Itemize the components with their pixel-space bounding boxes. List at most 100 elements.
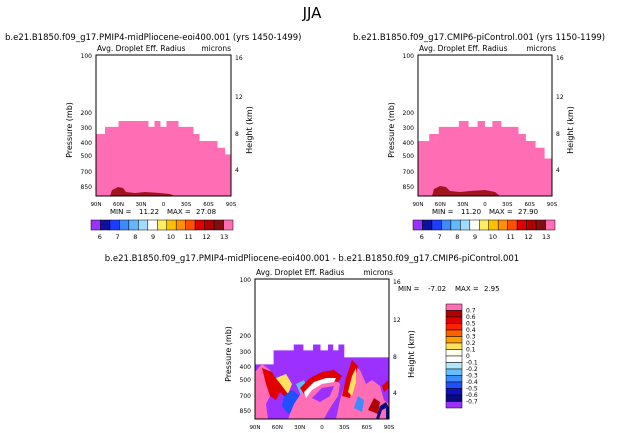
- panel-1-low-cloud-band: [110, 187, 175, 196]
- panel-2-ytick-300: 300: [403, 125, 415, 132]
- panel-2-ylabel-right: Height (km): [566, 106, 575, 154]
- panel-3-rtick-16: 16: [393, 279, 401, 286]
- panel-2-xtick-30s: 30S: [502, 202, 513, 208]
- panel-2-colorbar-swatch: [422, 219, 433, 231]
- panel-2-max-value: 27.90: [518, 208, 538, 216]
- panel-3-colorbar-swatch: [445, 368, 463, 376]
- panel-2-colorbar-swatch: [441, 219, 452, 231]
- panel-2-colorbar-swatch: [526, 219, 537, 231]
- panel-3-y-ticks-right: 16 12 8 4: [393, 279, 401, 397]
- panel-1-title: b.e21.B1850.f09_g17.PMIP4-midPliocene-eo…: [5, 33, 301, 43]
- panel-1-colorbar-tick: 6: [98, 233, 102, 241]
- panel-2-rtick-8: 8: [556, 131, 560, 138]
- panel-3-colorbar-swatch: [445, 349, 463, 357]
- panel-3-anomaly-red-sh: [342, 360, 358, 398]
- panel-2-rtick-16: 16: [556, 55, 564, 62]
- panel-3-anomaly-red-sh-top: [382, 380, 389, 392]
- panel-1-xtick-60s: 60S: [203, 202, 214, 208]
- panel-3-colorbar-tick: 0: [466, 353, 470, 360]
- panel-1-colorbar-swatch: [194, 219, 205, 231]
- panel-1-ytick-300: 300: [81, 125, 93, 132]
- panel-2-colorbar-swatch: [431, 219, 442, 231]
- panel-1-colorbar-swatch: [157, 219, 167, 231]
- panel-1-xtick-60n: 60N: [113, 202, 124, 208]
- panel-3-rtick-12: 12: [393, 317, 401, 324]
- panel-2-rtick-4: 4: [556, 167, 560, 174]
- panel-1-colorbar-swatch: [147, 219, 158, 231]
- panel-1-colorbar-swatch: [90, 219, 101, 231]
- panel-3-colorbar-tick: 0.2: [466, 340, 476, 347]
- panel-2-xtick-30n: 30N: [457, 202, 468, 208]
- panel-3-anomaly-purple-core: [312, 386, 334, 402]
- panel-3-xtick-90n: 90N: [249, 425, 260, 431]
- panel-3-low-level-anomalies: [255, 360, 389, 419]
- panel-3-ytick-300: 300: [240, 349, 252, 356]
- panel-1-colorbar-swatch: [119, 219, 130, 231]
- panel-1-colorbar-swatch: [204, 219, 215, 231]
- panel-3-anomaly-blue-sh: [354, 396, 364, 412]
- panel-3-title: b.e21.B1850.f09_g17.PMIP4-midPliocene-eo…: [105, 254, 519, 264]
- panel-1-colorbar-swatch: [185, 219, 196, 231]
- panel-1-colorbar-swatch: [175, 219, 186, 231]
- panel-2-ytick-700: 700: [403, 169, 415, 176]
- panel-3-anomaly-yellow-nh: [276, 374, 292, 394]
- panel-1-colorbar-tick: 8: [133, 233, 137, 241]
- panel-3-xtick-60s: 60S: [361, 425, 372, 431]
- panel-3-frame: [254, 278, 390, 420]
- panel-1-colorbar-tick: 12: [202, 233, 210, 241]
- panel-2-ytick-850: 850: [403, 184, 415, 191]
- panel-1-y-ticks: 100 200 300 400 500 700 850: [81, 53, 93, 191]
- panel-2-max-label: MAX =: [489, 208, 513, 216]
- panel-1-colorbar-swatch: [100, 219, 111, 231]
- panel-2-colorbar-tick: 12: [524, 233, 532, 241]
- panel-1-colorbar-swatch: [223, 219, 234, 231]
- panel-2-colorbar-swatch: [507, 219, 518, 231]
- panel-2-colorbar-tick: 7: [438, 233, 442, 241]
- panel-1-colorbar-swatch: [213, 219, 224, 231]
- panel-1-rtick-8: 8: [235, 131, 239, 138]
- panel-2-title: b.e21.B1850.f09_g17.CMIP6-piControl.001 …: [353, 33, 605, 43]
- panel-3-colorbar-swatch: [445, 323, 463, 331]
- panel-1-xtick-90s: 90S: [226, 202, 237, 208]
- panel-1-colorbar-tick: 13: [220, 233, 228, 241]
- panel-1-max-value: 27.08: [196, 208, 216, 216]
- panel-3-anomaly-red-band: [300, 370, 342, 394]
- panel-2-colorbar-tick: 8: [455, 233, 459, 241]
- panel-3-max-label: MAX =: [455, 285, 479, 293]
- panel-1-frame: [95, 54, 232, 197]
- panel-2-colorbar-tick: 6: [420, 233, 424, 241]
- panel-3-anomaly-yellow-sh: [348, 368, 356, 396]
- panel-2-colorbar-tick: 10: [489, 233, 497, 241]
- panel-2-cloud-region: [418, 121, 552, 196]
- panel-3-colorbar-swatch: [445, 329, 463, 337]
- panel-2-colorbar: 6 7 8 9 10 11 12 13: [412, 219, 556, 241]
- panel-3-anomaly-pink-pole: [379, 408, 386, 419]
- panel-3: b.e21.B1850.f09_g17.PMIP4-midPliocene-eo…: [105, 254, 519, 431]
- panel-3-units: microns: [363, 268, 393, 277]
- panel-2-rtick-12: 12: [556, 94, 564, 101]
- panel-3-colorbar-tick: -0.7: [466, 399, 478, 406]
- panel-2-min-label: MIN =: [432, 208, 454, 216]
- panel-2-units: microns: [526, 44, 556, 53]
- panel-3-colorbar-swatch: [445, 303, 463, 311]
- panel-2-colorbar-swatch: [516, 219, 527, 231]
- page-title: JJA: [302, 4, 323, 22]
- panel-2-colorbar-swatch: [469, 219, 480, 231]
- panel-1-cloud-region: [96, 121, 231, 196]
- panel-1-colorbar-swatch: [138, 219, 149, 231]
- panel-1-rtick-12: 12: [235, 94, 243, 101]
- panel-2-colorbar-swatch: [488, 219, 499, 231]
- panel-1-ylabel: Pressure (mb): [65, 102, 74, 158]
- panel-1-ytick-100: 100: [81, 53, 93, 60]
- panel-3-anomaly-red-nh: [262, 368, 290, 400]
- panel-2-colorbar-swatch: [535, 219, 546, 231]
- panel-1-colorbar: 6 7 8 9 10 11 12 13: [90, 219, 234, 241]
- panel-3-colorbar: 0.70.60.50.40.30.20.10-0.1-0.2-0.3-0.4-0…: [445, 303, 478, 409]
- panel-1-colorbar-tick: 10: [167, 233, 175, 241]
- panel-2-colorbar-tick: 11: [506, 233, 514, 241]
- panel-1-colorbar-swatch: [128, 219, 139, 231]
- panel-3-min-label: MIN =: [398, 285, 420, 293]
- panel-1-min-value: 11.22: [139, 208, 159, 216]
- panel-2-colorbar-swatch: [497, 219, 508, 231]
- panel-3-colorbar-tick: -0.2: [466, 366, 478, 373]
